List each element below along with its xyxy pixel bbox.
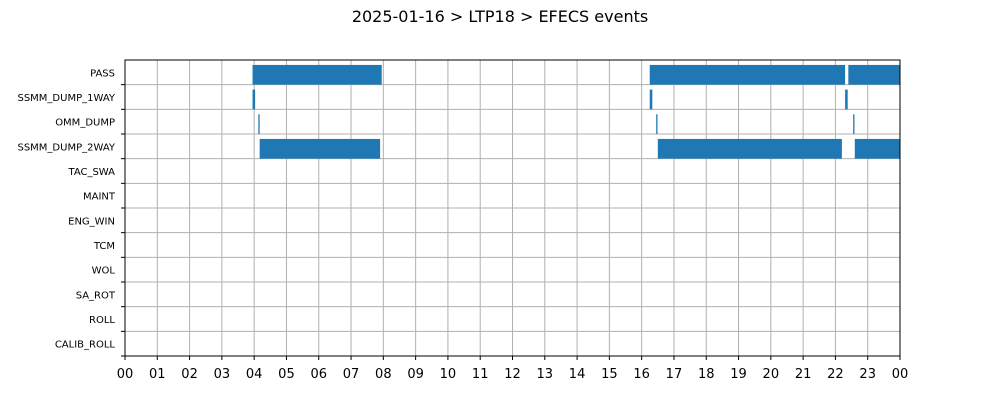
- y-tick-label: TCM: [93, 241, 115, 252]
- y-tick-label: SSMM_DUMP_2WAY: [17, 142, 115, 153]
- x-tick-label: 10: [440, 367, 457, 382]
- x-tick-label: 09: [407, 367, 424, 382]
- x-tick-label: 14: [569, 367, 586, 382]
- x-tick-label: 00: [117, 367, 134, 382]
- event-bar-omm-dump: [853, 114, 855, 134]
- chart-title: 2025-01-16 > LTP18 > EFECS events: [352, 7, 648, 26]
- event-bar-ssmm-dump-1way: [252, 89, 256, 110]
- x-tick-label: 21: [795, 367, 812, 382]
- x-tick-label: 19: [730, 367, 747, 382]
- x-tick-label: 18: [698, 367, 715, 382]
- x-tick-label: 03: [214, 367, 231, 382]
- event-bar-ssmm-dump-1way: [845, 89, 848, 110]
- x-tick-label: 16: [633, 367, 650, 382]
- x-tick-label: 02: [181, 367, 198, 382]
- grid-lines: [124, 60, 901, 356]
- x-tick-label: 06: [310, 367, 327, 382]
- y-tick-label: WOL: [92, 266, 116, 277]
- y-tick-label: MAINT: [83, 192, 116, 203]
- y-tick-label: ROLL: [89, 315, 115, 326]
- event-bar-pass: [848, 64, 900, 85]
- event-bar-ssmm-dump-2way: [259, 138, 381, 159]
- y-tick-label: OMM_DUMP: [55, 118, 115, 129]
- y-tick-label: SA_ROT: [76, 290, 116, 301]
- event-bar-pass: [649, 64, 846, 85]
- y-tick-label: TAC_SWA: [67, 167, 115, 178]
- x-tick-label: 08: [375, 367, 392, 382]
- x-tick-label: 01: [149, 367, 166, 382]
- x-tick-label: 23: [859, 367, 876, 382]
- x-tick-label: 07: [343, 367, 360, 382]
- y-tick-label: PASS: [90, 68, 115, 79]
- x-tick-label: 13: [537, 367, 554, 382]
- event-bar-omm-dump: [656, 114, 658, 134]
- event-bars: [252, 64, 900, 159]
- event-bar-ssmm-dump-2way: [854, 138, 900, 159]
- y-tick-label: CALIB_ROLL: [55, 340, 116, 351]
- y-tick-label: ENG_WIN: [68, 216, 115, 227]
- x-axis-labels: 00 01 02 03 04 05 06 07 08 09 10 11 12 13 14 15 16 17 18 19…: [117, 356, 909, 382]
- plot-frame: [124, 59, 901, 357]
- x-tick-label: 15: [601, 367, 618, 382]
- x-tick-label: 05: [278, 367, 295, 382]
- y-tick-label: SSMM_DUMP_1WAY: [17, 93, 115, 104]
- x-tick-label: 00: [892, 367, 909, 382]
- y-axis-labels: PASS SSMM_DUMP_1WAY OMM_DUMP SSMM_DUMP_2WAY…: [17, 68, 125, 357]
- x-tick-label: 12: [504, 367, 521, 382]
- x-tick-label: 20: [763, 367, 780, 382]
- x-tick-label: 22: [827, 367, 844, 382]
- x-tick-label: 17: [666, 367, 683, 382]
- x-tick-label: 11: [472, 367, 489, 382]
- event-bar-ssmm-dump-2way: [657, 138, 842, 159]
- x-tick-label: 04: [246, 367, 263, 382]
- event-bar-omm-dump: [258, 114, 260, 134]
- event-bar-ssmm-dump-1way: [649, 89, 653, 110]
- event-bar-pass: [252, 64, 382, 85]
